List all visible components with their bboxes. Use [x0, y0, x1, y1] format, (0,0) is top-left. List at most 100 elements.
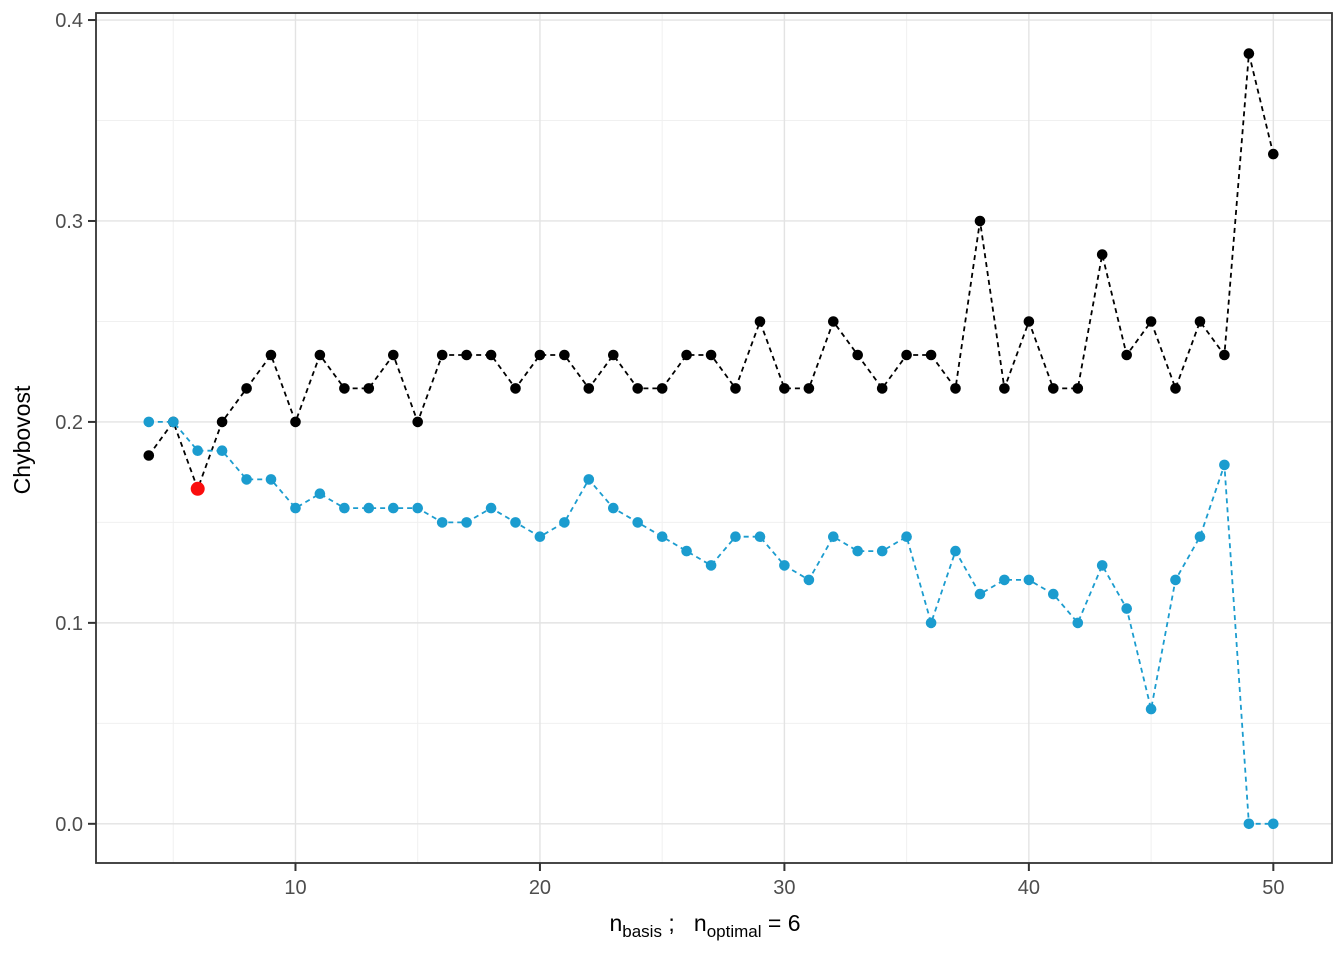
cv-error-black-point [1023, 316, 1035, 327]
panel-border [95, 12, 1333, 864]
validation-error-blue-point [436, 517, 448, 528]
cv-error-black-point [828, 316, 839, 327]
validation-error-blue-point [461, 517, 472, 528]
validation-error-blue-point [681, 545, 692, 557]
validation-error-blue-point [705, 560, 717, 571]
validation-error-blue-point [828, 531, 839, 542]
validation-error-blue-point [559, 517, 570, 528]
y-tick-label: 0.4 [55, 10, 83, 32]
validation-error-blue-line [148, 421, 1274, 825]
cv-error-black-point [803, 383, 815, 394]
validation-error-blue-point [1243, 818, 1255, 830]
cv-error-black-point [1268, 148, 1279, 160]
validation-error-blue-point [1096, 560, 1108, 571]
y-tick-label: 0.2 [55, 412, 83, 434]
cv-error-black-point [1194, 316, 1206, 327]
validation-error-blue-point [730, 531, 741, 542]
validation-error-blue-point [265, 474, 277, 485]
validation-error-blue-point [1121, 603, 1132, 614]
cv-error-black-point [290, 416, 301, 428]
cv-error-black-point [143, 450, 155, 461]
x-tick-label: 30 [773, 877, 795, 899]
validation-error-blue-point [803, 574, 815, 586]
validation-error-blue-point [1048, 588, 1059, 600]
y-tick-label: 0.3 [55, 211, 83, 233]
validation-error-blue-point [632, 517, 643, 528]
cv-error-black-point [608, 349, 619, 361]
validation-error-blue-point [412, 502, 424, 514]
validation-error-blue-point [1023, 574, 1035, 586]
validation-error-blue-point [192, 445, 203, 457]
validation-error-blue-point [925, 617, 937, 629]
gridlines-minor [96, 13, 1332, 863]
validation-error-blue-point [999, 574, 1010, 586]
cv-error-black-point [363, 383, 375, 394]
validation-error-blue-point [1268, 818, 1279, 830]
cv-error-black-point [1219, 349, 1230, 361]
x-tick-label: 40 [1018, 877, 1040, 899]
cv-error-black-point [485, 349, 497, 361]
cv-error-black-point [216, 416, 228, 428]
cv-error-black-point [999, 383, 1010, 394]
validation-error-blue-point [1145, 703, 1157, 715]
cv-error-black-point [461, 349, 472, 361]
cv-error-black-line [148, 53, 1275, 492]
x-axis-title: nbasis ; noptimal = 6 [609, 910, 800, 941]
optimal-point [190, 481, 205, 496]
validation-error-blue-point [241, 474, 252, 485]
validation-error-blue-point [1170, 574, 1181, 586]
validation-error-blue-point [852, 545, 863, 557]
cv-error-black-point [339, 383, 350, 394]
validation-error-blue-points [143, 416, 1279, 830]
validation-error-blue-point [656, 531, 668, 542]
cv-error-black-point [314, 349, 326, 361]
validation-error-blue-point [1219, 459, 1230, 471]
cv-error-black-point [1121, 349, 1132, 361]
cv-error-black-point [412, 416, 424, 428]
cv-error-black-point [1243, 48, 1255, 59]
validation-error-blue-point [290, 502, 301, 514]
cv-error-black-points [143, 48, 1279, 495]
validation-error-blue-point [608, 502, 619, 514]
validation-error-blue-point [216, 445, 228, 457]
validation-error-blue-point [950, 545, 961, 557]
gridlines-major [96, 13, 1332, 863]
cv-error-black-point [754, 316, 766, 327]
y-axis-title: Chybovost [9, 385, 35, 494]
validation-error-blue-point [754, 531, 766, 542]
validation-error-blue-point [168, 416, 179, 428]
cv-error-black-point [583, 383, 595, 394]
cv-error-black-point [681, 349, 692, 361]
cv-error-black-point [852, 349, 863, 361]
cv-error-black-point [1096, 249, 1108, 260]
cv-error-black-point [974, 215, 986, 227]
validation-error-blue-point [314, 488, 326, 500]
axis-ticks: 10 20 30 40 50 0.0 0.1 0.2 0.3 0.4 [55, 10, 1284, 899]
cv-error-black-point [705, 349, 717, 361]
validation-error-blue-point [901, 531, 912, 542]
x-tick-label: 50 [1262, 877, 1284, 899]
cv-error-black-point [950, 383, 961, 394]
y-tick-label: 0.0 [55, 814, 83, 836]
plot-panel: 10 20 30 40 50 0.0 0.1 0.2 0.3 0.4 [55, 10, 1333, 899]
validation-error-blue-point [143, 416, 155, 428]
validation-error-blue-point [1072, 617, 1084, 629]
cv-error-black-point [632, 383, 643, 394]
validation-error-blue-point [339, 502, 350, 514]
cv-error-black-point [656, 383, 668, 394]
validation-error-blue-point [583, 474, 595, 485]
cv-error-black-point [436, 349, 448, 361]
cv-error-black-point [925, 349, 937, 361]
cv-error-black-point [730, 383, 741, 394]
validation-error-blue-point [876, 545, 888, 557]
cv-error-black-point [901, 349, 912, 361]
cv-error-black-point [1072, 383, 1084, 394]
cv-error-black-point [876, 383, 888, 394]
x-tick-label: 20 [529, 877, 551, 899]
validation-error-blue-point [485, 502, 497, 514]
cv-error-black-point [388, 349, 399, 361]
cv-error-black-point [1048, 383, 1059, 394]
validation-error-blue-point [1194, 531, 1206, 542]
